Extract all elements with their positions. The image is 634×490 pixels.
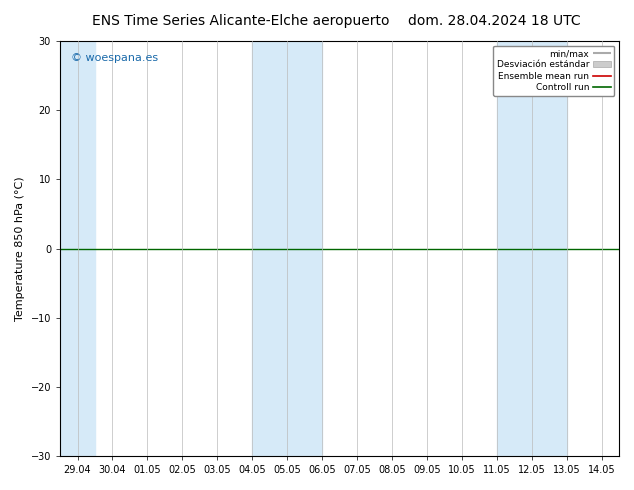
Bar [60, 41, 95, 456]
Bar [496, 41, 567, 456]
Legend: min/max, Desviación estándar, Ensemble mean run, Controll run: min/max, Desviación estándar, Ensemble m… [493, 46, 614, 96]
Text: ENS Time Series Alicante-Elche aeropuerto: ENS Time Series Alicante-Elche aeropuert… [92, 14, 390, 28]
Bar [252, 41, 322, 456]
Text: dom. 28.04.2024 18 UTC: dom. 28.04.2024 18 UTC [408, 14, 581, 28]
Y-axis label: Temperature 850 hPa (°C): Temperature 850 hPa (°C) [15, 176, 25, 321]
Text: © woespana.es: © woespana.es [71, 53, 158, 64]
